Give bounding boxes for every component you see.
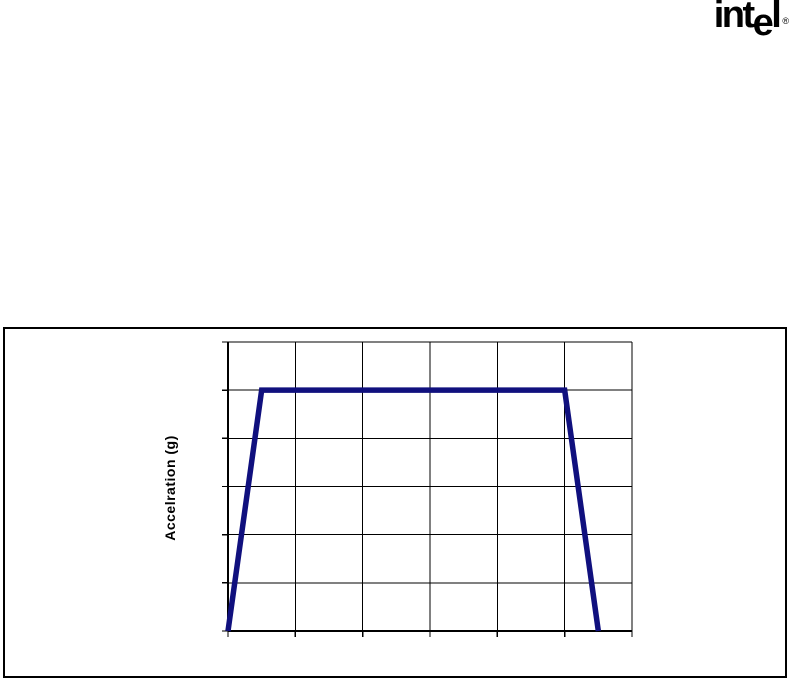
- registered-trademark-icon: ®: [782, 16, 789, 26]
- intel-logo-l: l: [771, 0, 782, 36]
- intel-logo-dropped-e: e: [752, 2, 774, 44]
- intel-logo: intel ®: [713, 0, 789, 44]
- y-axis-label: Accelration (g): [162, 435, 178, 541]
- figure-frame: [3, 327, 787, 678]
- intel-logo-int: int: [713, 0, 755, 36]
